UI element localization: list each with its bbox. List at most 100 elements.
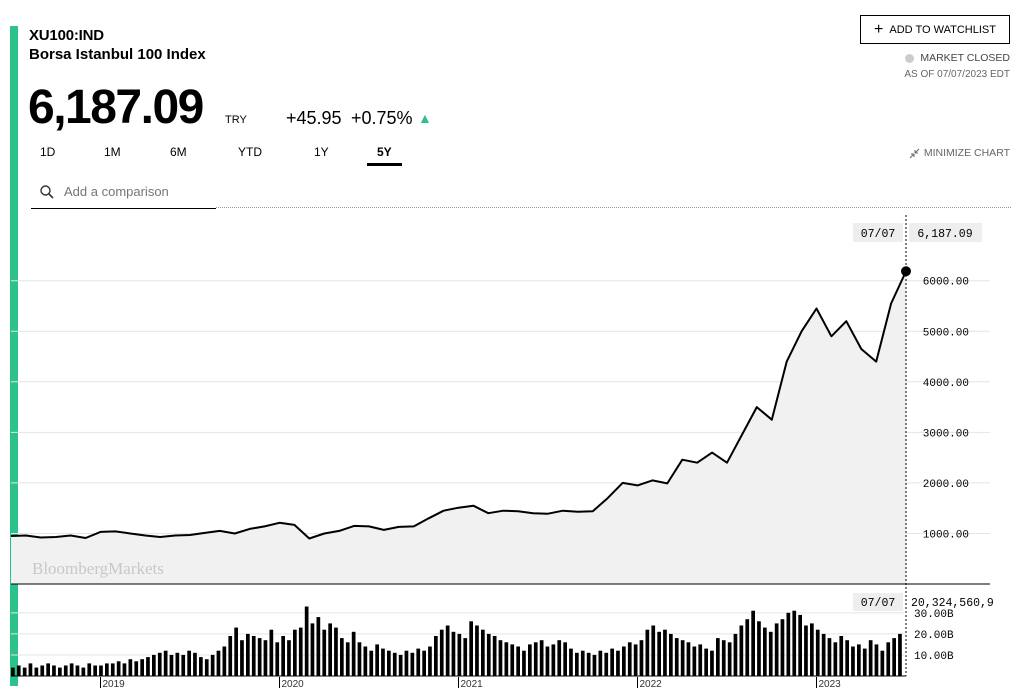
volume-bar <box>763 627 767 676</box>
tab-ytd[interactable]: YTD <box>238 145 262 159</box>
as-of-timestamp: AS OF 07/07/2023 EDT <box>904 69 1010 80</box>
volume-bar <box>369 650 374 676</box>
volume-bar <box>340 638 344 676</box>
tab-1d[interactable]: 1D <box>40 145 56 159</box>
price-change-percent: +0.75% <box>351 108 413 128</box>
volume-bar <box>22 667 27 676</box>
add-to-watchlist-button[interactable]: + ADD TO WATCHLIST <box>860 15 1010 44</box>
volume-bar <box>128 659 133 676</box>
volume-bar <box>75 665 80 676</box>
volume-bar <box>52 665 56 676</box>
x-tick-label: 2023 <box>819 679 842 690</box>
comparison-input[interactable] <box>62 183 216 200</box>
volume-bar <box>610 648 614 676</box>
volume-bar <box>898 633 902 676</box>
volume-bar <box>622 646 626 676</box>
volume-bar <box>557 640 562 676</box>
volume-bar <box>122 663 127 676</box>
search-icon <box>40 184 54 199</box>
volume-value-label: 20,324,560,9 <box>911 597 994 610</box>
volume-bar <box>410 652 415 676</box>
tab-1y[interactable]: 1Y <box>314 145 329 159</box>
y-tick-label: 6000.00 <box>923 277 969 289</box>
volume-bar <box>733 633 738 676</box>
volume-bar <box>46 663 50 676</box>
volume-bar <box>228 636 233 676</box>
y-tick-label: 5000.00 <box>923 327 969 339</box>
x-tick-label: 2021 <box>461 679 484 690</box>
up-arrow-icon: ▲ <box>418 110 432 126</box>
volume-bar <box>686 642 691 676</box>
index-name: Borsa Istanbul 100 Index <box>29 46 206 63</box>
volume-bar <box>721 640 726 676</box>
tab-5y[interactable]: 5Y <box>367 145 402 166</box>
volume-bar <box>804 625 808 676</box>
volume-bar <box>486 633 491 676</box>
volume-bar <box>575 652 579 676</box>
volume-bar <box>375 644 379 676</box>
market-status-label: MARKET CLOSED <box>920 52 1010 64</box>
volume-bar <box>240 640 244 676</box>
volume-bar <box>663 629 667 676</box>
volume-bar <box>163 650 168 676</box>
volume-bar <box>422 650 426 676</box>
x-tick-label: 2020 <box>282 679 305 690</box>
volume-bar <box>140 659 144 676</box>
volume-bar <box>716 638 720 676</box>
volume-bar <box>616 650 620 676</box>
minimize-icon <box>909 148 920 158</box>
volume-bar <box>175 652 180 676</box>
volume-bar <box>651 625 656 676</box>
y-tick-label: 2000.00 <box>923 479 969 491</box>
minimize-chart-button[interactable]: MINIMIZE CHART <box>909 147 1010 159</box>
volume-bar <box>110 663 115 676</box>
volume-bar <box>363 646 368 676</box>
volume-bar <box>539 640 544 676</box>
volume-bar <box>404 650 409 676</box>
volume-bar <box>416 648 421 676</box>
volume-bar <box>862 648 867 676</box>
price-line <box>10 270 907 540</box>
volume-bar <box>216 650 221 676</box>
volume-bar <box>586 652 591 676</box>
volume-bar <box>698 644 703 676</box>
volume-bar <box>657 631 661 676</box>
volume-bar <box>204 659 209 676</box>
volume-bar <box>93 665 97 676</box>
volume-bar <box>551 644 556 676</box>
volume-bar <box>786 612 791 676</box>
volume-bar <box>492 636 497 676</box>
volume-bar <box>645 629 650 676</box>
last-point-marker <box>901 266 911 277</box>
volume-tick-label: 20.00B <box>914 630 954 642</box>
volume-bar <box>528 644 532 676</box>
tab-6m[interactable]: 6M <box>170 145 187 159</box>
market-status: MARKET CLOSED <box>905 52 1010 64</box>
volume-bar <box>475 625 479 676</box>
volume-bar <box>674 638 679 676</box>
volume-bar <box>845 640 849 676</box>
volume-bar <box>768 631 773 676</box>
y-tick-label: 1000.00 <box>923 529 969 541</box>
volume-bar <box>839 636 844 676</box>
volume-bar <box>498 640 503 676</box>
volume-bar <box>545 646 550 676</box>
volume-bar <box>481 629 485 676</box>
volume-bar <box>251 636 256 676</box>
volume-bar <box>868 640 873 676</box>
volume-bar <box>880 650 885 676</box>
y-tick-label: 4000.00 <box>923 378 969 390</box>
volume-bar <box>63 665 68 676</box>
volume-bar <box>857 644 861 676</box>
volume-bar <box>263 640 268 676</box>
tab-1m[interactable]: 1M <box>104 145 121 159</box>
volume-bar <box>351 631 356 676</box>
volume-bar <box>287 640 291 676</box>
volume-bar <box>710 650 714 676</box>
x-tick-label: 2019 <box>103 679 126 690</box>
volume-bar <box>169 654 174 676</box>
volume-bar <box>739 625 744 676</box>
volume-bar <box>210 654 215 676</box>
volume-bar <box>827 638 832 676</box>
volume-bar <box>598 650 603 676</box>
